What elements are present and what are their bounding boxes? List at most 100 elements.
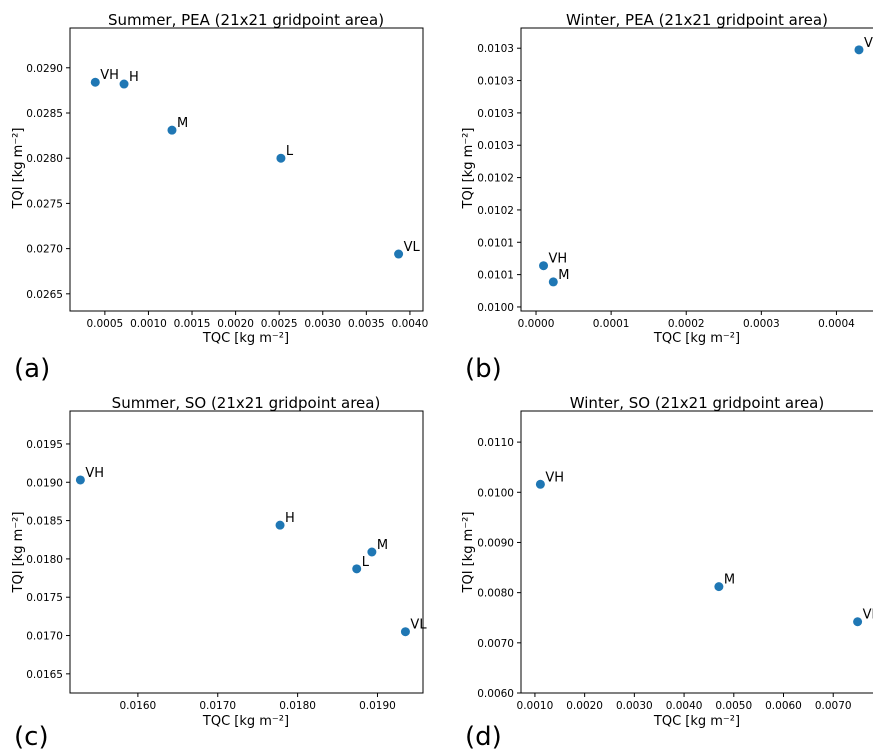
panel-b-letter: (b) [465,354,502,384]
panel-c-ytick-label: 0.0165 [26,669,63,681]
panel-d-ytick-label: 0.0090 [477,537,514,549]
panel-b-title: Winter, PEA (21x21 gridpoint area) [566,11,828,29]
panel-b-marks: VHM V [539,36,873,287]
panel-b-ytick-label: 0.0102 [477,205,514,217]
panel-a-point [394,249,404,259]
panel-a: Summer, PEA (21x21 gridpoint area) TQC [… [11,11,428,384]
panel-b-ylabel: TQI [kg m⁻²] [461,128,476,210]
panel-a-xtick-label: 0.0020 [217,318,254,330]
panel-c-ytick-label: 0.0170 [26,631,63,643]
panel-a-point-label: L [286,144,294,159]
panel-d-xtick-label: 0.0010 [517,700,554,712]
panel-a-point [119,79,129,89]
panel-a-marks: VH H M L VL [90,68,421,259]
panel-d-point-label: VH [545,470,564,485]
panel-b-xtick-label: 0.0003 [743,318,780,330]
panel-a-point-label: VL [404,240,421,255]
panel-d-xtick-label: 0.0050 [715,700,752,712]
panel-b-ytick-label: 0.0100 [477,302,514,314]
panel-c-title: Summer, SO (21x21 gridpoint area) [112,394,381,412]
panel-a-xtick-label: 0.0010 [130,318,167,330]
panel-d-letter: (d) [465,722,502,751]
panel-d-xtick-label: 0.0070 [815,700,852,712]
panel-b-ytick-label: 0.0101 [477,237,514,249]
panel-a-title: Summer, PEA (21x21 gridpoint area) [108,11,384,29]
panel-c-point-label: L [362,555,370,570]
panel-a-ytick-label: 0.0290 [26,63,63,75]
panel-c-point-label: H [285,511,295,526]
panel-c: Summer, SO (21x21 gridpoint area) TQC [k… [11,394,427,751]
panel-c-point-label: VH [85,466,104,481]
panel-b-ytick-label: 0.0103 [477,76,514,88]
panel-d-ylabel: TQI [kg m⁻²] [461,512,476,594]
panel-d-ytick-label: 0.0110 [477,437,514,449]
panel-b-ytick-label: 0.0103 [477,108,514,120]
panel-d-xtick-label: 0.0040 [666,700,703,712]
panel-c-point [75,475,85,485]
panel-a-xtick-label: 0.0035 [348,318,385,330]
panel-a-ytick-label: 0.0270 [26,244,63,256]
panel-b-xtick-label: 0.0002 [668,318,705,330]
panel-d-xtick-label: 0.0060 [765,700,802,712]
panel-b-point-label: V [864,36,873,51]
panel-a-ylabel: TQI [kg m⁻²] [11,128,26,210]
panel-a-xtick-label: 0.0025 [261,318,298,330]
panel-a-point-label: M [177,116,188,131]
panel-d-point [535,479,545,489]
panel-d-xlabel: TQC [kg m⁻²] [653,714,740,729]
panel-c-point-label: VL [410,618,427,633]
panel-d-point-label: M [724,573,735,588]
panel-d-ytick-label: 0.0070 [477,638,514,650]
panel-b-xtick-label: 0.0000 [518,318,555,330]
panel-b-ytick-label: 0.0103 [477,43,514,55]
panel-a-ytick-label: 0.0280 [26,153,63,165]
panel-d-frame [520,410,873,694]
panel-a-point [276,153,286,163]
panel-a-point [167,125,177,135]
panel-b-ytick-label: 0.0102 [477,173,514,185]
panel-b-point [539,261,549,271]
panel-a-ytick-label: 0.0275 [26,198,63,210]
panel-b-point [854,45,864,55]
panel-b: Winter, PEA (21x21 gridpoint area) TQC [… [461,11,873,384]
panel-d-marks: VH M Vl [535,470,873,627]
panel-d-ytick-label: 0.0060 [477,688,514,700]
panel-d-title: Winter, SO (21x21 gridpoint area) [570,394,824,412]
panel-c-xtick-label: 0.0190 [359,700,396,712]
panel-a-xlabel: TQC [kg m⁻²] [202,331,289,346]
panel-c-ytick-label: 0.0190 [26,477,63,489]
panel-c-marks: VH H ML VL [75,466,427,637]
panel-b-point-label: VH [549,252,568,267]
panel-a-xtick-label: 0.0030 [304,318,341,330]
panel-b-xtick-label: 0.0004 [818,318,855,330]
panel-a-xtick-label: 0.0040 [392,318,429,330]
panel-b-xlabel: TQC [kg m⁻²] [653,331,740,346]
panel-a-ticks: 0.0005 0.0010 0.0015 0.0020 0.0025 0.0030 0.00… [26,63,428,330]
panel-a-letter: (a) [14,354,50,384]
panel-c-ticks: 0.0160 0.0170 0.0180 0.0190 0.0165 0.0170 0.01… [26,439,396,712]
panel-a-ytick-label: 0.0265 [26,289,63,301]
panel-a-frame [69,27,424,312]
panel-d-point-label: Vl [863,608,873,623]
panel-c-point [352,564,362,574]
panel-a-xtick-label: 0.0005 [86,318,123,330]
panel-a-point-label: VH [100,68,119,83]
panel-c-point [367,547,377,557]
panel-c-point-label: M [377,538,388,553]
panel-a-point [90,77,100,87]
panel-c-ylabel: TQI [kg m⁻²] [11,512,26,594]
panel-d-xtick-label: 0.0030 [616,700,653,712]
panel-c-frame [69,410,424,694]
panel-d-xtick-label: 0.0020 [566,700,603,712]
panel-c-letter: (c) [14,722,49,751]
panel-b-ticks: 0.0000 0.0001 0.0002 0.0003 0.0004 0.0100 0.01… [477,43,855,330]
panel-b-xtick-label: 0.0001 [593,318,630,330]
panel-a-point-label: H [129,70,139,85]
panel-d-ytick-label: 0.0100 [477,487,514,499]
panel-b-ytick-label: 0.0101 [477,270,514,282]
panel-b-frame [520,27,873,312]
panel-d-ticks: 0.0010 0.0020 0.0030 0.0040 0.0050 0.0060 0.00… [477,437,851,712]
panel-b-point-label: M [558,268,569,283]
panel-d-point [853,617,863,627]
